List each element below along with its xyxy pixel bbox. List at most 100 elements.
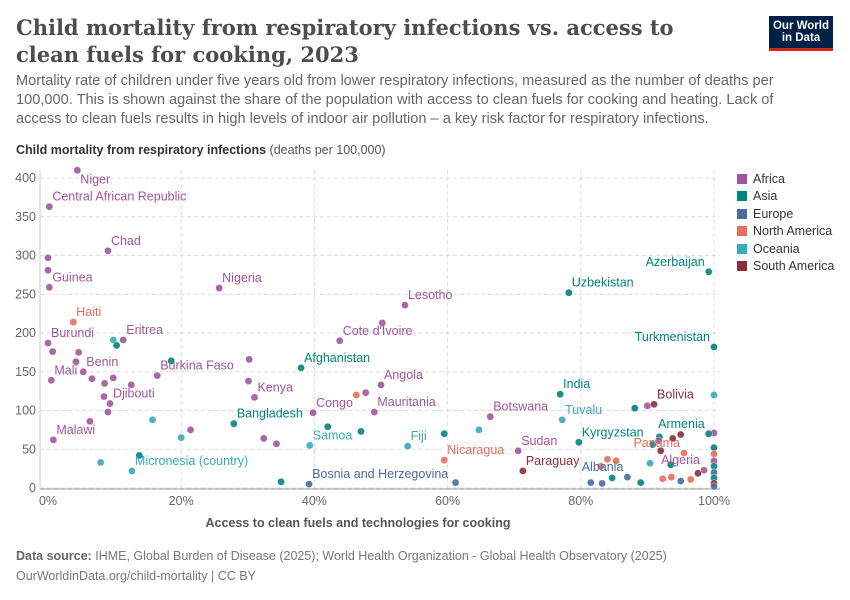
data-point: [361, 388, 370, 397]
data-point: [667, 473, 676, 481]
y-tick-label: 200: [15, 326, 36, 340]
data-point: [309, 409, 317, 417]
point-label: Angola: [384, 368, 423, 382]
data-point: [401, 301, 409, 309]
legend-item[interactable]: Africa: [737, 170, 834, 188]
data-point: [112, 341, 121, 350]
point-label: Panama: [633, 436, 680, 450]
legend-item[interactable]: Asia: [737, 188, 834, 206]
x-tick-label: 60%: [435, 494, 460, 508]
data-point: [45, 202, 54, 211]
y-tick-label: 350: [15, 210, 36, 224]
data-point: [357, 427, 365, 436]
data-point: [100, 379, 109, 388]
data-point: [676, 477, 685, 485]
data-point: [44, 254, 52, 262]
point-label: Chad: [111, 234, 141, 248]
x-tick-label: 0%: [39, 494, 57, 508]
data-point: [96, 458, 105, 467]
data-point: [135, 451, 144, 460]
y-tick-label: 250: [15, 287, 36, 301]
legend-swatch: [737, 261, 747, 272]
data-point: [323, 422, 332, 431]
data-point: [106, 399, 114, 408]
y-tick-label: 400: [15, 171, 36, 185]
data-point: [277, 477, 285, 486]
legend-item[interactable]: Europe: [737, 205, 834, 223]
point-label: Nicaragua: [447, 443, 504, 457]
data-point: [586, 478, 595, 487]
data-point: [556, 390, 564, 399]
data-point: [643, 402, 652, 410]
legend: Africa Asia Europe North America Oceania Sout…: [737, 170, 834, 275]
data-point: [650, 400, 658, 409]
legend-item[interactable]: North America: [737, 223, 834, 241]
data-point: [603, 455, 612, 464]
legend-label: Oceania: [753, 241, 800, 256]
y-tick-label: 50: [22, 442, 36, 456]
data-point: [710, 343, 718, 351]
point-label: Uzbekistan: [572, 276, 634, 290]
data-point: [680, 449, 688, 457]
point-label: Eritrea: [126, 323, 163, 337]
y-tick-label: 100: [15, 404, 36, 418]
data-point: [48, 347, 57, 356]
point-label: Tuvalu: [565, 403, 602, 417]
data-point: [44, 339, 52, 347]
y-tick-label: 0: [29, 481, 36, 495]
legend-item[interactable]: Oceania: [737, 240, 834, 258]
owid-logo[interactable]: Our World in Data: [769, 16, 833, 51]
data-point: [47, 376, 56, 385]
data-point: [186, 426, 195, 434]
data-point: [658, 474, 667, 483]
legend-label: North America: [753, 224, 833, 239]
x-axis-label: Access to clean fuels and technologies f…: [205, 516, 511, 530]
data-point: [88, 374, 96, 383]
data-point: [648, 440, 657, 449]
data-point: [148, 415, 157, 424]
chart-subtitle: Mortality rate of children under five ye…: [16, 73, 774, 127]
data-point: [710, 450, 718, 458]
data-point: [74, 348, 83, 357]
data-point: [153, 371, 162, 380]
point-label: India: [563, 377, 590, 391]
chart-title: Child mortality from respiratory infecti…: [16, 15, 674, 67]
point-label: Algeria: [661, 453, 700, 467]
data-point: [623, 473, 632, 481]
data-point: [704, 429, 713, 438]
data-point: [272, 440, 281, 448]
data-point: [297, 364, 305, 372]
legend-label: Africa: [753, 171, 785, 186]
data-point: [636, 478, 645, 487]
data-point: [73, 166, 82, 175]
point-label: Armenia: [658, 417, 705, 431]
data-point: [215, 284, 223, 292]
point-label: Kenya: [257, 380, 292, 394]
y-tick-label: 150: [15, 365, 36, 379]
source-url[interactable]: OurWorldinData.org/child-mortality | CC …: [16, 569, 256, 583]
data-point: [558, 415, 566, 424]
data-point: [486, 412, 495, 421]
legend-label: Asia: [753, 189, 778, 204]
point-label: Mali: [54, 363, 77, 377]
x-tick-label: 20%: [169, 494, 194, 508]
point-label: Micronesia (country): [135, 454, 248, 468]
point-label: Niger: [80, 172, 110, 186]
point-label: Benin: [86, 355, 118, 369]
data-point: [378, 319, 387, 327]
legend-swatch: [737, 243, 747, 254]
data-point: [127, 381, 136, 389]
data-point: [676, 430, 685, 439]
point-label: Mauritania: [377, 395, 435, 409]
point-label: Bosnia and Herzegovina: [312, 467, 448, 481]
data-point: [335, 336, 344, 345]
point-label: Haiti: [76, 305, 101, 319]
data-point: [49, 436, 58, 444]
legend-swatch: [737, 226, 747, 237]
data-point: [167, 357, 176, 365]
legend-item[interactable]: South America: [737, 258, 834, 276]
data-point: [259, 434, 268, 443]
data-point: [710, 391, 718, 399]
legend-label: Europe: [753, 206, 794, 221]
